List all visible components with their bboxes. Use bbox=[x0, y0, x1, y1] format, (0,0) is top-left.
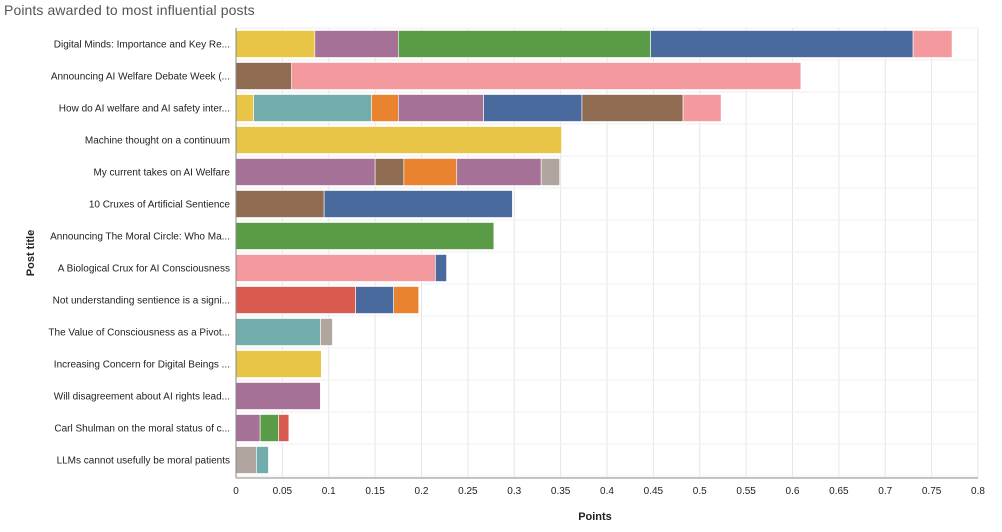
y-category-label: 10 Cruxes of Artificial Sentience bbox=[89, 200, 231, 211]
bar-segment bbox=[398, 30, 651, 58]
bar-segment bbox=[371, 94, 399, 122]
bar-segment bbox=[259, 414, 279, 442]
y-category-label: Not understanding sentience is a signi..… bbox=[53, 296, 230, 307]
bar-segment bbox=[256, 446, 269, 474]
bar-segment bbox=[278, 414, 290, 442]
chart-title: Points awarded to most influential posts bbox=[4, 2, 255, 18]
bar-segment bbox=[253, 94, 372, 122]
y-category-label: Machine thought on a continuum bbox=[85, 136, 230, 147]
y-category-label: Digital Minds: Importance and Key Re... bbox=[54, 40, 230, 51]
x-tick-label: 0.1 bbox=[322, 486, 336, 497]
y-category-label: How do AI welfare and AI safety inter... bbox=[59, 104, 230, 115]
y-category-label: A Biological Crux for AI Consciousness bbox=[58, 264, 230, 275]
bar-segment bbox=[483, 94, 583, 122]
bar-segment bbox=[235, 446, 257, 474]
bar-segment bbox=[374, 158, 405, 186]
y-category-label: Announcing The Moral Circle: Who Ma... bbox=[50, 232, 230, 243]
bar-segment bbox=[235, 382, 321, 410]
bar-segment bbox=[235, 94, 254, 122]
axes: 0 0.05 0.1 0.15 0.2 0.25 0.3 0.35 0.4 0.45 0.5 0.55… bbox=[48, 28, 985, 497]
bars bbox=[235, 30, 953, 474]
bar-segment bbox=[235, 350, 322, 378]
y-category-label: Announcing AI Welfare Debate Week (... bbox=[51, 72, 230, 83]
y-category-label: My current takes on AI Welfare bbox=[93, 168, 230, 179]
bar-segment bbox=[403, 158, 458, 186]
bar-segment bbox=[398, 94, 484, 122]
bar-segment bbox=[393, 286, 420, 314]
y-category-label: Carl Shulman on the moral status of c... bbox=[54, 424, 230, 435]
x-tick-label: 0.15 bbox=[365, 486, 385, 497]
bar-segment bbox=[235, 286, 356, 314]
bar-segment bbox=[235, 414, 261, 442]
bar-segment bbox=[235, 126, 562, 154]
bar-segment bbox=[435, 254, 447, 282]
y-axis-title: Post title bbox=[25, 230, 37, 276]
y-category-label: Increasing Concern for Digital Beings ..… bbox=[54, 360, 230, 371]
grid-lines bbox=[235, 27, 979, 478]
bar-segment bbox=[235, 254, 436, 282]
x-tick-label: 0.4 bbox=[600, 486, 614, 497]
x-tick-label: 0.45 bbox=[644, 486, 664, 497]
x-axis-title: Points bbox=[578, 511, 612, 523]
bar-segment bbox=[682, 94, 722, 122]
x-tick-label: 0.3 bbox=[507, 486, 521, 497]
bar-segment bbox=[581, 94, 684, 122]
x-tick-label: 0.8 bbox=[971, 486, 985, 497]
bar-segment bbox=[456, 158, 542, 186]
bar-segment bbox=[320, 318, 333, 346]
x-tick-label: 0.05 bbox=[273, 486, 293, 497]
bar-segment bbox=[235, 190, 325, 218]
y-category-label: LLMs cannot usefully be moral patients bbox=[57, 456, 230, 467]
y-category-label: Will disagreement about AI rights lead..… bbox=[54, 392, 230, 403]
bar-segment bbox=[912, 30, 953, 58]
x-tick-label: 0.7 bbox=[878, 486, 892, 497]
x-tick-label: 0.2 bbox=[415, 486, 429, 497]
bar-segment bbox=[235, 158, 376, 186]
bar-segment bbox=[540, 158, 560, 186]
x-tick-label: 0 bbox=[233, 486, 239, 497]
bar-segment bbox=[235, 318, 321, 346]
bar-segment bbox=[235, 222, 495, 250]
bar-segment bbox=[291, 62, 802, 90]
bar-segment bbox=[235, 62, 292, 90]
x-tick-label: 0.5 bbox=[693, 486, 707, 497]
x-tick-label: 0.35 bbox=[551, 486, 571, 497]
bar-segment bbox=[314, 30, 399, 58]
bar-segment bbox=[355, 286, 394, 314]
x-tick-label: 0.75 bbox=[922, 486, 942, 497]
bar-segment bbox=[650, 30, 914, 58]
x-tick-label: 0.6 bbox=[786, 486, 800, 497]
bar-segment bbox=[323, 190, 513, 218]
x-tick-label: 0.25 bbox=[458, 486, 478, 497]
bar-segment bbox=[235, 30, 316, 58]
y-category-label: The Value of Consciousness as a Pivot... bbox=[48, 328, 230, 339]
x-tick-label: 0.55 bbox=[736, 486, 756, 497]
x-tick-label: 0.65 bbox=[829, 486, 849, 497]
